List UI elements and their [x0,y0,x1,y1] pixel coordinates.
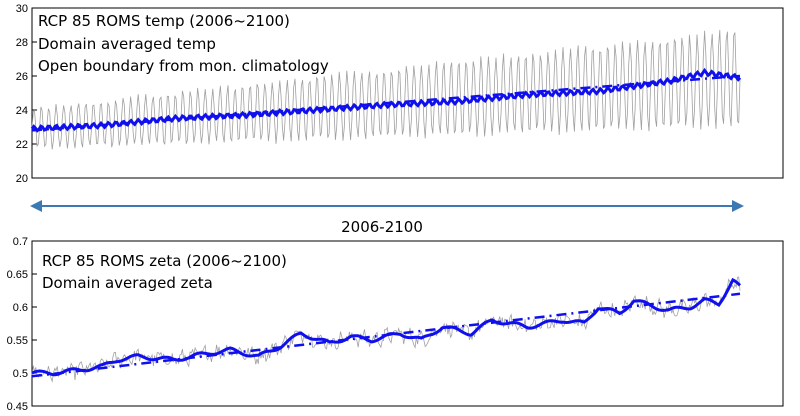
temp-y-tick-label: 30 [16,3,28,15]
temp-y-tick-label: 22 [16,139,28,151]
temp-panel: 20 22 24 26 28 30 RCP 85 ROMS temp (2006~2100… [16,3,784,185]
temp-y-axis: 20 22 24 26 28 30 [16,3,37,185]
zeta-y-tick-label: 0.45 [7,401,28,413]
temp-series [30,29,742,150]
temp-y-tick-label: 26 [16,71,28,83]
zeta-annotation-1: RCP 85 ROMS zeta (2006~2100) [42,252,287,270]
temp-plot-area [31,7,784,179]
zeta-y-tick-label: 0.65 [7,269,28,281]
zeta-panel: 0.45 0.5 0.55 0.6 0.65 0.7 RCP 85 ROMS zeta (… [7,236,784,413]
zeta-annotation-2: Domain averaged zeta [42,274,213,292]
zeta-series [31,276,742,383]
zeta-series-trend [31,292,741,378]
temp-y-tick-label: 28 [16,37,28,49]
span-arrowhead-left [30,200,42,212]
temp-annotation-2: Domain averaged temp [38,35,216,53]
zeta-y-tick-label: 0.5 [13,368,28,380]
temp-annotation-1: RCP 85 ROMS temp (2006~2100) [38,12,290,30]
zeta-plot-area [31,240,784,407]
zeta-y-axis: 0.45 0.5 0.55 0.6 0.65 0.7 [7,236,37,413]
temp-y-tick-label: 24 [16,105,28,117]
zeta-series-monthly [31,276,741,383]
temp-series-trend [31,74,741,132]
span-arrowhead-right [732,200,744,212]
span-label: 2006-2100 [341,218,423,236]
zeta-y-tick-label: 0.55 [7,335,28,347]
temp-series-monthly [31,29,741,150]
temp-y-tick-label: 20 [16,173,28,185]
temp-annotation-3: Open boundary from mon. climatology [38,57,329,75]
zeta-y-tick-label: 0.7 [13,236,28,248]
zeta-y-tick-label: 0.6 [13,302,28,314]
period-span-arrow: 2006-2100 [30,200,744,236]
